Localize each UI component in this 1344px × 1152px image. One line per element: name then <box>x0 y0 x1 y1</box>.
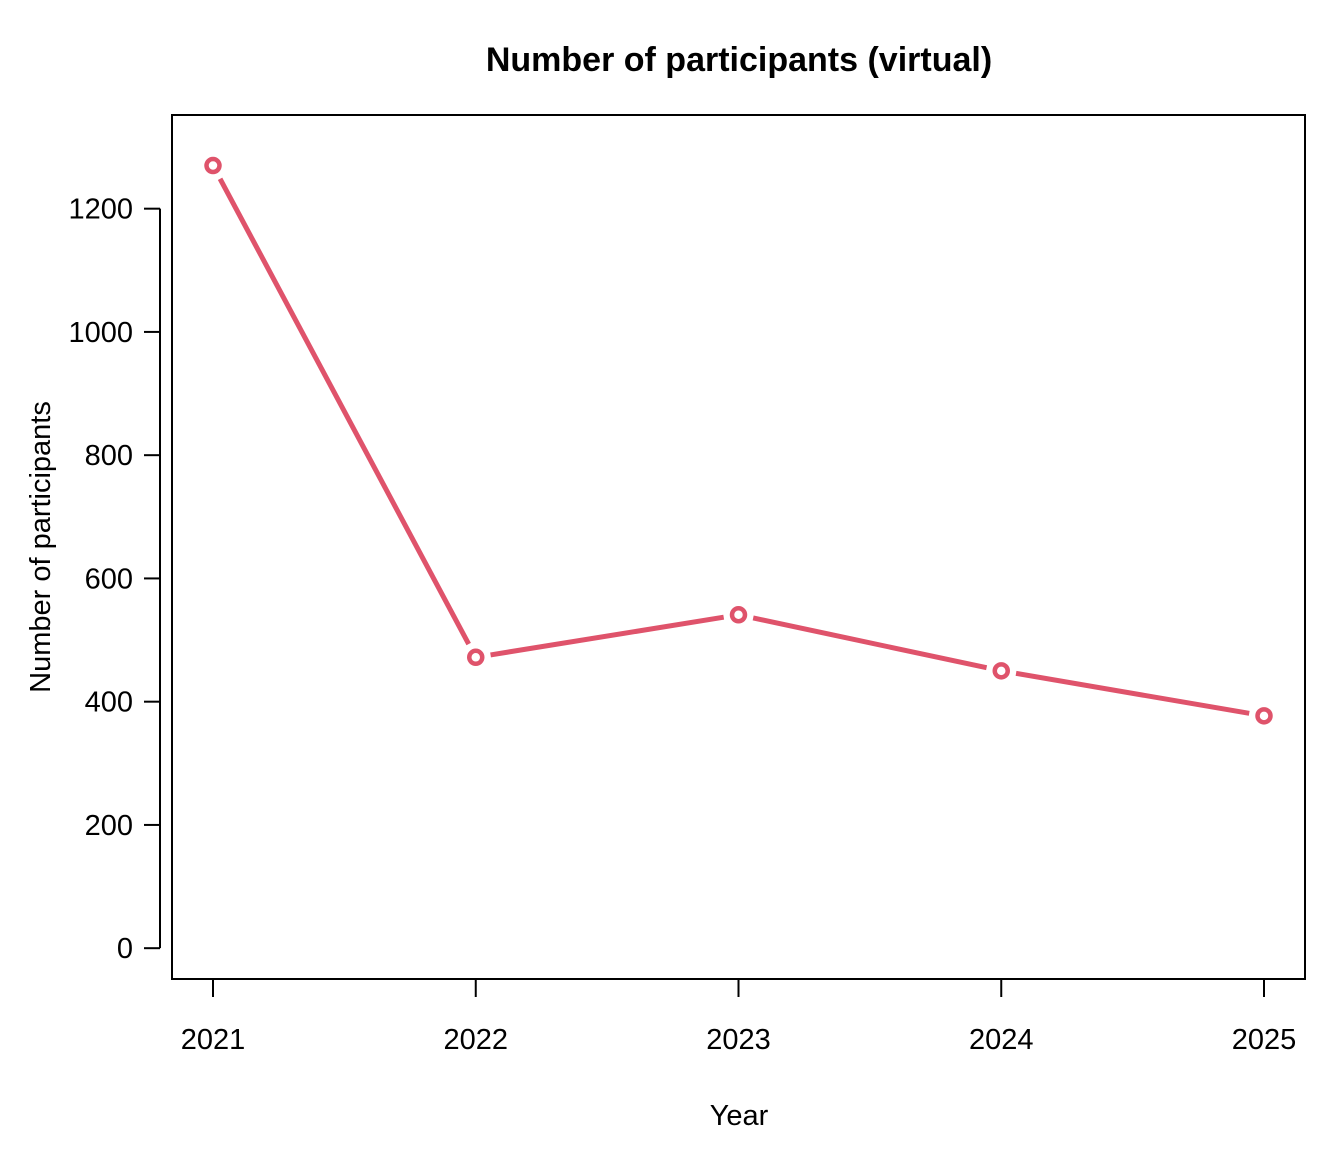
series-line-segment <box>490 614 725 658</box>
plot-frame <box>171 114 1306 980</box>
y-tick-label: 1000 <box>68 317 133 349</box>
series-line-segment <box>217 177 471 646</box>
series-line-segment <box>752 615 988 671</box>
x-tick-label: 2024 <box>969 1024 1034 1056</box>
y-tick-label: 600 <box>85 563 133 595</box>
y-tick-label: 1200 <box>68 194 133 226</box>
x-axis-label: Year <box>710 1100 769 1132</box>
x-tick-label: 2023 <box>706 1024 771 1056</box>
series-layer <box>204 156 1273 725</box>
data-point <box>1255 707 1273 725</box>
x-tick-label: 2021 <box>181 1024 246 1056</box>
data-point <box>204 156 222 175</box>
y-tick-label: 0 <box>117 933 133 965</box>
x-tick-label: 2022 <box>443 1024 508 1056</box>
series-line-segment <box>1015 670 1250 716</box>
y-axis: 0 200 400 600 800 1000 1200 <box>68 194 161 965</box>
data-point <box>467 648 485 667</box>
x-tick-label: 2025 <box>1232 1024 1297 1056</box>
data-point <box>992 662 1010 680</box>
data-point <box>729 606 748 624</box>
y-tick-label: 200 <box>85 810 133 842</box>
y-axis-label: Number of participants <box>25 401 57 693</box>
y-tick-label: 800 <box>85 440 133 472</box>
y-tick-label: 400 <box>85 687 133 719</box>
x-axis: 2021 2022 2023 2024 2025 <box>181 978 1297 1056</box>
chart-title: Number of participants (virtual) <box>486 41 992 79</box>
